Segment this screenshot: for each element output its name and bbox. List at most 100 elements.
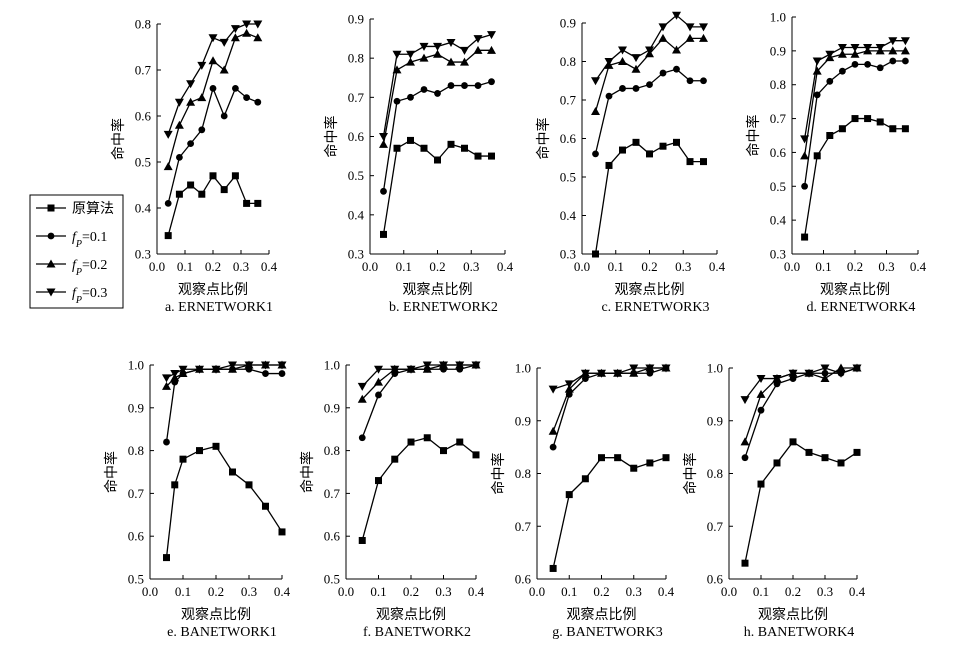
data-point (672, 45, 681, 54)
x-tick-label: 0.2 (847, 259, 863, 274)
data-point (646, 81, 653, 88)
series-line (552, 367, 666, 432)
data-point (198, 126, 206, 134)
data-point (631, 64, 641, 73)
y-tick-label: 1.0 (515, 361, 531, 376)
data-point (740, 396, 750, 405)
data-point (788, 369, 798, 378)
subplot: 0.0 0.1 0.2 0.3 0.4 0.6 0.7 0.8 0.9 1.0 观察点比例 命中率 h.… (682, 361, 866, 641)
series-line (361, 364, 477, 438)
x-tick-label: 0.0 (721, 584, 737, 599)
y-tick-label: 0.5 (135, 155, 151, 170)
data-point (178, 365, 188, 374)
x-tick-label: 0.4 (261, 259, 278, 274)
data-point (773, 380, 781, 388)
data-point (433, 42, 442, 51)
series-line (165, 368, 282, 443)
series-line (361, 437, 477, 541)
data-point (380, 187, 387, 195)
data-point (805, 448, 813, 456)
y-tick-label: 0.6 (135, 109, 152, 124)
data-point (197, 61, 207, 70)
data-point (836, 369, 846, 378)
data-point (631, 54, 641, 63)
series-orig (801, 115, 909, 241)
legend-entry-orig: 原算法 (36, 201, 114, 217)
data-point (380, 230, 387, 238)
series-line (552, 457, 667, 569)
data-point (850, 49, 860, 58)
subplots-layer: 0.0 0.1 0.2 0.3 0.40.30.40.50.60.70.8观察点比例命中… (103, 10, 927, 641)
data-point (850, 43, 860, 52)
y-axis-label: 命中率 (323, 116, 340, 158)
data-point (434, 156, 441, 164)
data-point (220, 186, 228, 194)
y-tick-label: 0.6 (348, 129, 365, 144)
series-orig (164, 172, 262, 240)
x-tick-label: 0.2 (785, 584, 801, 599)
data-point (863, 43, 873, 52)
data-point (800, 135, 810, 144)
data-point (473, 45, 483, 54)
data-point (614, 454, 622, 462)
data-point (604, 58, 614, 66)
data-point (375, 391, 382, 399)
data-point (374, 365, 383, 374)
legend-entry-fp02: fP=0.2 (36, 258, 107, 278)
data-point (646, 369, 654, 377)
y-tick-label: 0.6 (128, 529, 145, 544)
data-point (581, 475, 589, 483)
data-point (419, 42, 429, 51)
data-point (211, 365, 221, 374)
y-tick-label: 0.9 (324, 400, 340, 415)
y-tick-label: 0.4 (560, 208, 577, 223)
x-tick-label: 0.0 (338, 584, 354, 599)
y-tick-label: 0.4 (770, 213, 787, 228)
data-point (864, 61, 871, 68)
data-point (646, 459, 654, 467)
x-tick-label: 0.4 (658, 584, 675, 599)
subplot-caption: h. BANETWORK4 (744, 625, 854, 640)
subplot: 0.0 0.1 0.2 0.3 0.4 0.5 0.6 0.7 0.8 0.9 1.0 观察点比例 命中… (103, 358, 291, 641)
data-point (812, 57, 822, 66)
legend-marker (47, 204, 55, 212)
y-tick-label: 0.7 (135, 63, 152, 78)
data-point (232, 85, 239, 92)
data-point (548, 426, 558, 435)
data-point (597, 369, 606, 378)
series-line (167, 86, 259, 204)
x-tick-label: 0.4 (849, 584, 866, 599)
y-tick-label: 0.7 (560, 93, 577, 108)
x-tick-label: 0.2 (429, 259, 445, 274)
x-tick-label: 0.3 (435, 584, 451, 599)
x-tick-label: 0.2 (205, 259, 221, 274)
series-fp03 (740, 364, 862, 405)
y-axis-label: 命中率 (490, 453, 507, 495)
data-point (446, 39, 456, 47)
data-point (374, 377, 383, 386)
data-point (434, 90, 441, 97)
legend-entry-fp01: fP=0.1 (36, 230, 107, 250)
data-point (685, 33, 695, 42)
data-point (473, 35, 483, 44)
y-tick-label: 0.6 (515, 572, 532, 587)
data-point (164, 232, 172, 240)
y-tick-label: 0.8 (348, 51, 364, 66)
y-tick-label: 0.8 (324, 443, 340, 458)
x-tick-label: 0.1 (177, 259, 193, 274)
data-point (220, 112, 228, 120)
data-point (757, 406, 765, 414)
data-point (407, 136, 414, 144)
data-point (262, 502, 269, 510)
data-point (564, 380, 574, 389)
y-tick-label: 0.4 (348, 207, 365, 222)
y-axis-label: 命中率 (110, 118, 127, 160)
data-point (379, 139, 388, 148)
data-point (659, 142, 667, 150)
series-line (382, 49, 492, 145)
data-point (900, 37, 910, 46)
data-point (439, 361, 448, 370)
y-tick-label: 0.3 (348, 247, 364, 262)
data-point (261, 361, 270, 370)
series-line (361, 364, 476, 387)
